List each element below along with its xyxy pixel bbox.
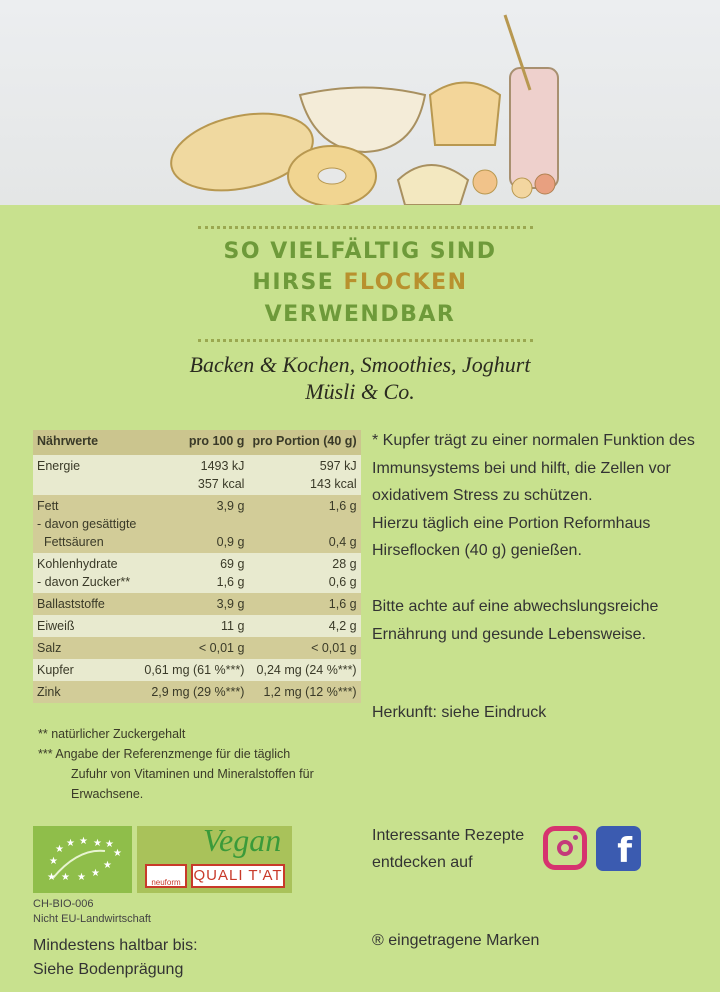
row-label: Zink bbox=[33, 681, 141, 703]
footnote-reference-cont: Erwachsene. bbox=[71, 787, 144, 801]
header-per-100g: pro 100 g bbox=[140, 430, 249, 455]
svg-text:★: ★ bbox=[66, 838, 75, 849]
cert-code: CH-BIO-006 bbox=[33, 898, 94, 910]
row-value-100g: 1493 kJ 357 kcal bbox=[140, 455, 249, 495]
vegan-quality-logo: Vegan neuform QUALI T'AT bbox=[137, 822, 292, 893]
row-value-portion: 1,2 mg (12 %***) bbox=[248, 681, 361, 703]
svg-text:★: ★ bbox=[93, 838, 102, 849]
food-illustration bbox=[170, 14, 559, 207]
svg-text:★: ★ bbox=[91, 868, 100, 879]
table-row: Zink 2,9 mg (29 %***) 1,2 mg (12 %***) bbox=[33, 681, 361, 703]
table-row: Kohlenhydrate - davon Zucker** 69 g 1,6 g… bbox=[33, 553, 361, 593]
table-row: Ballaststoffe 3,9 g 1,6 g bbox=[33, 593, 361, 615]
table-row: Fett - davon gesättigte Fettsäuren 3,9 g … bbox=[33, 495, 361, 553]
claim-line: Immunsystems bei und hilft, die Zellen v… bbox=[372, 459, 671, 477]
row-label: Energie bbox=[33, 455, 141, 495]
headline-line-3: VERWENDBAR bbox=[264, 302, 456, 327]
svg-text:★: ★ bbox=[55, 844, 64, 855]
row-value-100g: < 0,01 g bbox=[140, 637, 249, 659]
row-label: Salz bbox=[33, 637, 141, 659]
instagram-icon[interactable] bbox=[543, 826, 587, 870]
row-value-portion: 28 g 0,6 g bbox=[248, 553, 361, 593]
copper-claim: * Kupfer trägt zu einer normalen Funktio… bbox=[372, 427, 695, 565]
recipes-line: entdecken auf bbox=[372, 854, 473, 871]
claim-line: * Kupfer trägt zu einer normalen Funktio… bbox=[372, 432, 695, 449]
vegan-wordmark: Vegan bbox=[203, 822, 282, 858]
row-label: Kupfer bbox=[33, 659, 141, 681]
table-row: Kupfer 0,61 mg (61 %***) 0,24 mg (24 %***) bbox=[33, 659, 361, 681]
illustration-area bbox=[0, 0, 720, 207]
svg-text:★: ★ bbox=[79, 836, 88, 847]
headline-line-2: HIRSE FLOCKEN bbox=[0, 270, 720, 295]
advice-line: Ernährung und gesunde Lebensweise. bbox=[372, 625, 646, 643]
footnote-reference-cont: Zufuhr von Vitaminen und Mineralstoffen … bbox=[71, 767, 314, 781]
neuform-logo: neuform bbox=[145, 864, 187, 888]
row-value-portion: 4,2 g bbox=[248, 615, 361, 637]
table-row: Energie 1493 kJ 357 kcal 597 kJ 143 kcal bbox=[33, 455, 361, 495]
dotted-divider bbox=[198, 226, 533, 229]
row-value-portion: 0,24 mg (24 %***) bbox=[248, 659, 361, 681]
row-value-100g: 2,9 mg (29 %***) bbox=[140, 681, 249, 703]
headline-flocken: FLOCKEN bbox=[343, 270, 468, 295]
header-per-portion: pro Portion (40 g) bbox=[248, 430, 361, 455]
recipes-text: Interessante Rezepte entdecken auf bbox=[372, 822, 524, 876]
svg-text:★: ★ bbox=[47, 872, 56, 883]
footnote-sugar: ** natürlicher Zuckergehalt bbox=[38, 727, 186, 741]
svg-text:★: ★ bbox=[61, 872, 70, 883]
headline-hirse: HIRSE bbox=[252, 270, 344, 295]
row-label: Eiweiß bbox=[33, 615, 141, 637]
nutrition-table: Nährwerte pro 100 g pro Portion (40 g) E… bbox=[33, 430, 361, 703]
footnote-reference: *** Angabe der Referenzmenge für die täg… bbox=[38, 747, 291, 761]
cert-origin: Nicht EU-Landwirtschaft bbox=[33, 913, 151, 925]
row-value-portion: 1,6 g 0,4 g bbox=[248, 495, 361, 553]
svg-text:★: ★ bbox=[49, 856, 58, 867]
claim-line: oxidativem Stress zu schützen. bbox=[372, 487, 593, 504]
dotted-divider bbox=[198, 339, 533, 342]
row-label: Ballaststoffe bbox=[33, 593, 141, 615]
quality-label: QUALI T'AT bbox=[191, 864, 285, 888]
row-value-portion: 1,6 g bbox=[248, 593, 361, 615]
row-value-portion: < 0,01 g bbox=[248, 637, 361, 659]
table-row: Salz < 0,01 g < 0,01 g bbox=[33, 637, 361, 659]
uses-line-2: Müsli & Co. bbox=[305, 379, 415, 404]
svg-text:★: ★ bbox=[103, 860, 112, 871]
origin-text: Herkunft: siehe Eindruck bbox=[372, 704, 547, 721]
header-label: Nährwerte bbox=[33, 430, 141, 455]
best-before-label: Mindestens haltbar bis: bbox=[33, 937, 198, 954]
claim-line: Hierzu täglich eine Portion Reformhaus bbox=[372, 514, 651, 532]
facebook-icon[interactable]: f bbox=[596, 826, 641, 871]
best-before-value: Siehe Bodenprägung bbox=[33, 961, 184, 978]
row-value-100g: 3,9 g 0,9 g bbox=[140, 495, 249, 553]
table-header: Nährwerte pro 100 g pro Portion (40 g) bbox=[33, 430, 361, 455]
row-value-100g: 11 g bbox=[140, 615, 249, 637]
advice-line: Bitte achte auf eine abwechslungsreiche bbox=[372, 598, 659, 615]
claim-line: Hirseflocken (40 g) genießen. bbox=[372, 542, 582, 559]
table-row: Eiweiß 11 g 4,2 g bbox=[33, 615, 361, 637]
row-label: Fett - davon gesättigte Fettsäuren bbox=[33, 495, 141, 553]
diet-advice: Bitte achte auf eine abwechslungsreiche … bbox=[372, 593, 658, 648]
trademark-note: ® eingetragene Marken bbox=[372, 932, 540, 949]
uses-line-1: Backen & Kochen, Smoothies, Joghurt bbox=[189, 352, 531, 377]
row-value-100g: 69 g 1,6 g bbox=[140, 553, 249, 593]
svg-text:★: ★ bbox=[113, 848, 122, 859]
recipes-line: Interessante Rezepte bbox=[372, 827, 525, 844]
row-label: Kohlenhydrate - davon Zucker** bbox=[33, 553, 141, 593]
row-value-portion: 597 kJ 143 kcal bbox=[248, 455, 361, 495]
svg-text:★: ★ bbox=[77, 872, 86, 883]
svg-text:★: ★ bbox=[105, 839, 114, 850]
row-value-100g: 0,61 mg (61 %***) bbox=[140, 659, 249, 681]
eu-organic-leaf-icon: ★ ★ ★ ★ ★ ★ ★ ★ ★ ★ ★ ★ bbox=[33, 826, 132, 893]
headline-line-1: SO VIELFÄLTIG SIND bbox=[223, 239, 497, 264]
row-value-100g: 3,9 g bbox=[140, 593, 249, 615]
